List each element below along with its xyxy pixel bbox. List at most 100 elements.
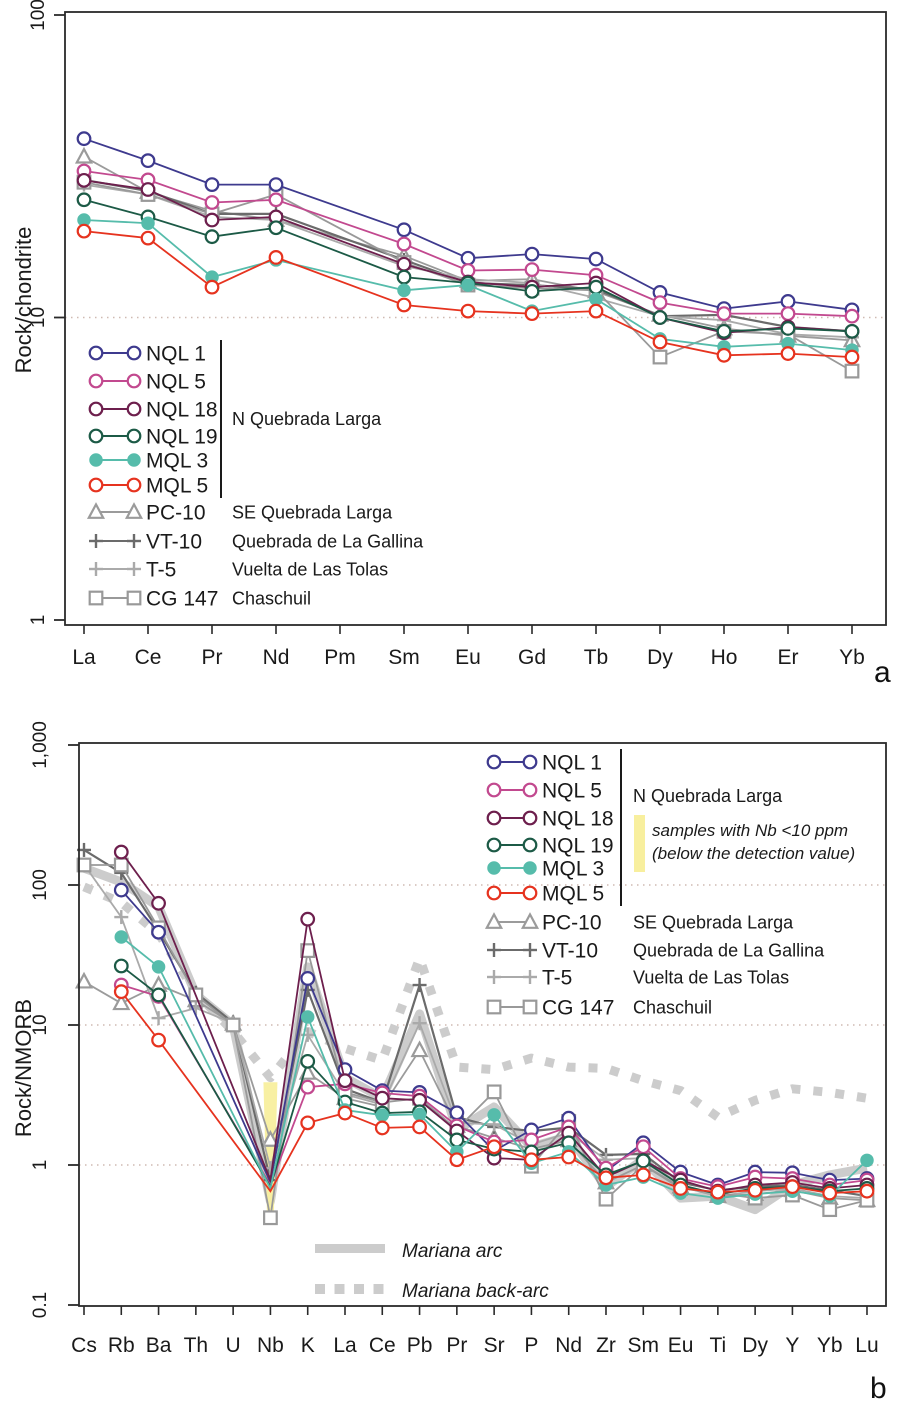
series-nql-5-marker-yb (844, 308, 860, 324)
series-nql-19-marker-er (780, 321, 796, 336)
legend-item-nql-19: NQL 19 (486, 835, 614, 858)
series-nql-19-marker-dy (652, 310, 668, 325)
series-mql-3-line (83, 219, 853, 351)
legend-item-mql-5: MQL 5 (88, 475, 208, 498)
series-nql-19-marker-pr (204, 229, 220, 245)
series-mql-3 (77, 213, 859, 357)
series-nql-5-marker-nd (268, 192, 284, 208)
x-tick-label-pr: Pr (446, 1334, 467, 1357)
legend-marker-mql-5 (126, 477, 142, 493)
legend-item-t-5: T-5 Vuelta de Las Tolas (487, 967, 789, 990)
x-tick-label-u: U (226, 1334, 241, 1357)
series-nql-1-marker-eu (460, 250, 476, 266)
x-tick-label-yb: Yb (817, 1334, 843, 1357)
legend-marker-nql-5 (88, 373, 104, 389)
series-mql-5 (76, 223, 860, 365)
legend-item-mql-5: MQL 5 (486, 883, 604, 906)
plot-frame (64, 11, 887, 626)
x-tick-label-th: Th (184, 1334, 209, 1357)
legend-marker-nql-19 (522, 837, 538, 853)
mariana-back-arc-label: Mariana back-arc (402, 1281, 549, 1302)
series-nql-19-marker-rb (113, 958, 129, 974)
legend-label-cg-147: CG 147 (146, 588, 218, 611)
legend-marker-pc-10 (124, 502, 144, 519)
legend-marker-mql-3 (523, 861, 537, 875)
series-nql-18-marker-la (337, 1073, 353, 1089)
x-tick-label-zr: Zr (596, 1334, 616, 1357)
series-nql-18-marker-sm (396, 256, 412, 272)
x-tick-label-la: La (72, 646, 96, 669)
series-mql-5-marker-ce (374, 1120, 390, 1136)
legend-marker-mql-5 (522, 885, 538, 901)
series-mql-5-marker-sr (486, 1139, 502, 1155)
legend-item-nql-18: NQL 18 (88, 399, 218, 422)
x-tick-label-k: K (301, 1334, 315, 1357)
series-nql-5-marker-dy (652, 295, 668, 311)
series-cg-147-marker-rb (113, 857, 129, 873)
nb-detection-note: samples with Nb <10 ppm (below the detect… (634, 815, 855, 872)
series-mql-3-marker-rb (114, 930, 129, 944)
legend-item-cg-147: CG 147 Chaschuil (486, 997, 712, 1020)
panel-a-y-axis-title: Rock/chondrite (11, 226, 36, 374)
panel-b-y-axis-title: Rock/NMORB (11, 998, 36, 1138)
series-nql-19-marker-sm (635, 1153, 651, 1169)
legend-marker-nql-18 (522, 810, 538, 826)
legend-marker-pc-10 (86, 502, 106, 519)
x-tick-label-pb: Pb (407, 1334, 433, 1357)
series-mql-3-marker-lu (860, 1153, 874, 1168)
series-nql-18-line (83, 179, 853, 334)
series-nql-19-marker-tb (588, 279, 604, 295)
legend-label-t-5: T-5 (146, 559, 176, 582)
legend-label-pc-10: PC-10 (542, 912, 602, 935)
nb-detection-note-swatch (634, 815, 645, 872)
legend-marker-nql-5 (126, 373, 142, 389)
series-mql-5-marker-ce (140, 230, 156, 246)
series-nql-5-marker-sm (396, 236, 412, 252)
series-mql-5-marker-dy (652, 334, 668, 350)
legend-location-t-5: Vuelta de Las Tolas (633, 968, 789, 988)
series-nql-1-marker-gd (524, 246, 540, 262)
series-mql-5-marker-sm (396, 297, 412, 313)
legend-label-nql-18: NQL 18 (542, 808, 614, 831)
legend-marker-nql-1 (522, 754, 538, 770)
x-tick-label-ho: Ho (711, 646, 738, 669)
series-mql-5-marker-pr (449, 1152, 465, 1168)
legend-item-nql-1: NQL 1 (486, 752, 602, 775)
series-nql-1-marker-pr (204, 177, 220, 193)
y-tick-label-100: 100 (28, 0, 49, 31)
legend-marker-mql-3 (89, 453, 103, 467)
legend-location-t-5: Vuelta de Las Tolas (232, 560, 388, 580)
series-mql-3-marker-ce (141, 216, 155, 230)
reference-mariana-back-arc-line (82, 882, 868, 1122)
legend-label-mql-3: MQL 3 (542, 858, 604, 881)
series-mql-5-marker-la (337, 1105, 353, 1121)
series-nql-1-marker-la (76, 131, 92, 147)
x-tick-label-lu: Lu (855, 1334, 878, 1357)
y-tick-label-10: 10 (28, 307, 49, 328)
legend-marker-pc-10 (484, 912, 504, 929)
series-t-5-line (83, 863, 868, 1199)
series-mql-5-marker-la (76, 223, 92, 239)
legend-marker-mql-3 (127, 453, 141, 467)
legend-label-vt-10: VT-10 (542, 940, 598, 963)
x-tick-label-eu: Eu (455, 646, 481, 669)
x-tick-label-gd: Gd (518, 646, 546, 669)
series-nql-1 (76, 131, 860, 318)
series-pc-10-marker-nb (261, 1130, 280, 1147)
series-nql-5-marker-ho (716, 306, 732, 322)
series-nql-19-marker-la (76, 192, 92, 208)
legend-location-vt-10: Quebrada de La Gallina (232, 532, 424, 552)
series-nql-19-marker-yb (844, 323, 860, 339)
y-tick-label-100: 100 (30, 869, 51, 901)
legend-marker-nql-1 (88, 345, 104, 361)
series-nql-1-marker-sm (396, 222, 412, 238)
legend-item-vt-10: VT-10 Quebrada de La Gallina (89, 531, 424, 554)
legend-label-nql-1: NQL 1 (542, 752, 602, 775)
mariana-back-arc-swatch (315, 1284, 325, 1294)
series-mql-5-marker-k (300, 1115, 316, 1131)
series-mql-5-marker-tb (588, 303, 604, 319)
legend-location-cg-147: Chaschuil (633, 998, 712, 1018)
